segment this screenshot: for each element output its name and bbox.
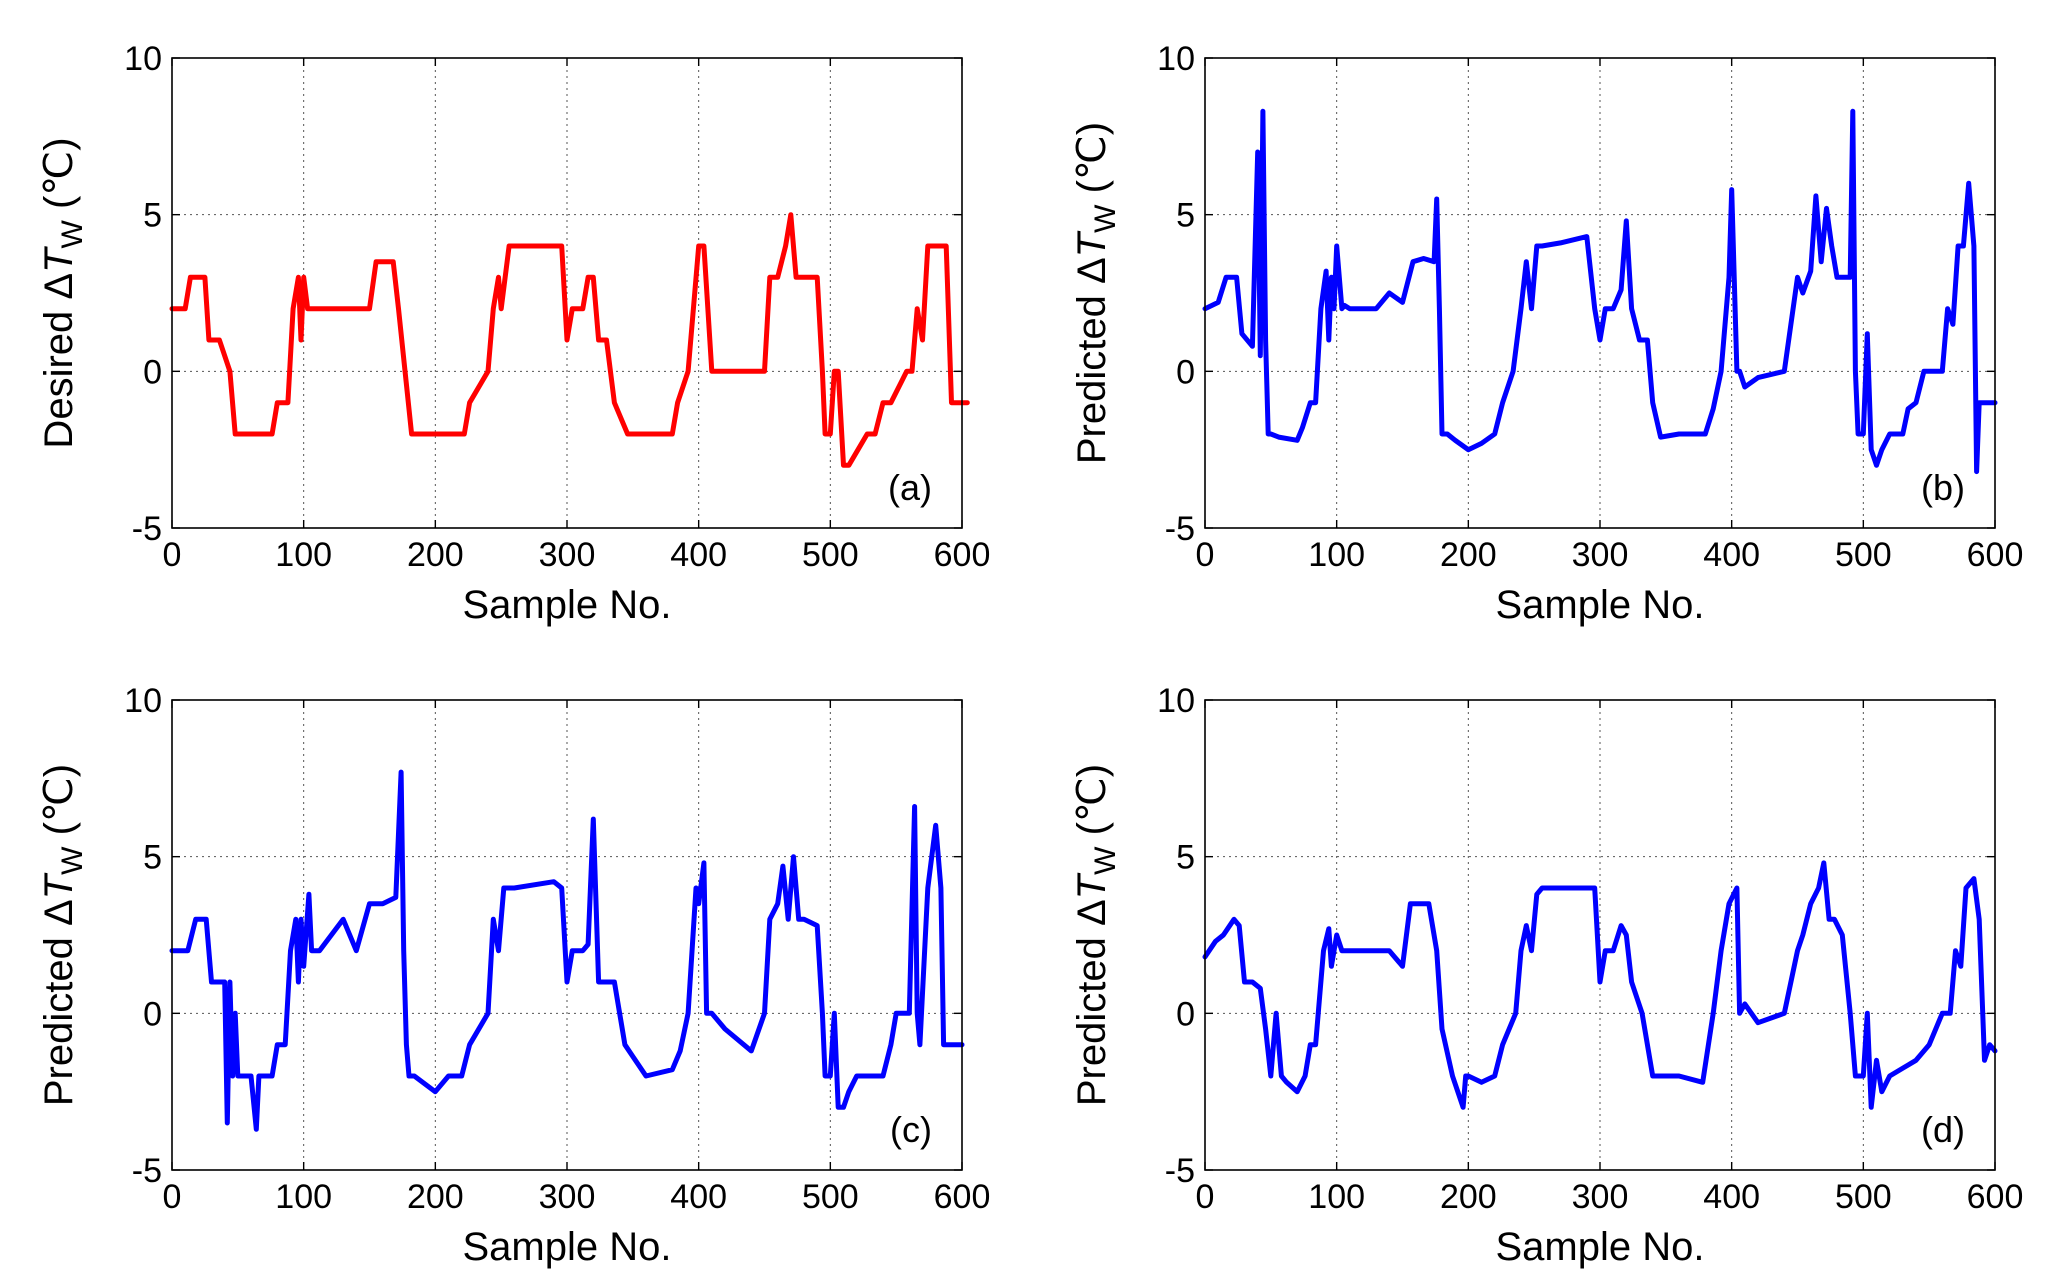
y-label-delta: Δ [1070,899,1114,926]
x-tick-label: 600 [934,1178,991,1216]
x-tick-label: 400 [1703,1178,1760,1216]
x-tick-label: 300 [1572,1178,1629,1216]
x-tick-label: 200 [407,536,464,574]
x-axis-label: Sample No. [1496,1225,1705,1269]
x-tick-label: 600 [934,536,991,574]
x-tick-label: 400 [670,1178,727,1216]
y-label-unit: (℃) [1070,122,1114,205]
y-tick-label: 10 [1157,682,1195,720]
x-axis-label: Sample No. [463,1225,672,1269]
x-tick-label: 600 [1967,536,2024,574]
x-tick-label: 300 [539,1178,596,1216]
y-tick-label: 0 [1176,353,1195,391]
x-tick-label: 100 [275,1178,332,1216]
y-label-unit: (℃) [37,764,81,847]
x-tick-label: 0 [1196,1178,1215,1216]
x-tick-label: 400 [670,536,727,574]
series-line-0 [169,212,970,468]
y-label-qualifier: Predicted [1070,284,1114,464]
x-tick-label: 500 [802,1178,859,1216]
x-tick-label: 400 [1703,536,1760,574]
y-label-delta: Δ [37,273,81,300]
y-label-unit: (℃) [37,137,81,220]
y-tick-label: 5 [143,197,162,235]
y-tick-label: 0 [143,353,162,391]
y-label-variable: T [1070,872,1114,899]
x-tick-label: 500 [1835,1178,1892,1216]
x-tick-label: 200 [407,1178,464,1216]
y-axis-label: Predicted ΔTW (℃) [1070,122,1122,464]
y-axis-label: Desired ΔTW (℃) [37,137,89,448]
y-tick-label: 5 [1176,197,1195,235]
x-tick-label: 100 [275,536,332,574]
y-label-subscript: W [56,846,89,875]
x-tick-label: 0 [1196,536,1215,574]
panel-tag: (a) [888,467,932,508]
y-axis-label: Predicted ΔTW (℃) [1070,764,1122,1106]
x-tick-label: 100 [1308,1178,1365,1216]
y-label-qualifier: Desired [37,300,81,449]
y-label-variable: T [37,872,81,899]
y-label-qualifier: Predicted [1070,926,1114,1106]
y-tick-label: -5 [1165,510,1195,548]
y-label-unit: (℃) [1070,764,1114,847]
x-tick-label: 200 [1440,1178,1497,1216]
y-label-qualifier: Predicted [37,926,81,1106]
series-line-0 [1202,860,1998,1110]
y-label-subscript: W [1089,846,1122,875]
x-axis-label: Sample No. [463,583,672,627]
y-tick-label: 10 [124,40,162,78]
y-label-subscript: W [1089,204,1122,233]
y-label-variable: T [1070,230,1114,257]
y-tick-label: -5 [132,510,162,548]
x-tick-label: 300 [539,536,596,574]
y-tick-label: -5 [132,1152,162,1190]
x-tick-label: 500 [802,536,859,574]
x-tick-label: 0 [163,1178,182,1216]
panel-tag: (c) [890,1109,932,1150]
x-tick-label: 500 [1835,536,1892,574]
x-tick-label: 0 [163,536,182,574]
y-tick-label: 5 [143,839,162,877]
y-axis-label: Predicted ΔTW (℃) [37,764,89,1106]
x-tick-label: 300 [1572,536,1629,574]
y-label-delta: Δ [1070,257,1114,284]
x-axis-label: Sample No. [1496,583,1705,627]
y-tick-label: 5 [1176,839,1195,877]
panel-tag: (d) [1921,1109,1965,1150]
series-line-0 [169,769,965,1132]
y-tick-label: 10 [124,682,162,720]
y-label-subscript: W [56,219,89,248]
y-label-variable: T [37,246,81,273]
y-tick-label: 0 [1176,995,1195,1033]
y-tick-label: 0 [143,995,162,1033]
x-tick-label: 200 [1440,536,1497,574]
y-tick-label: -5 [1165,1152,1195,1190]
panel-tag: (b) [1921,467,1965,508]
series-line-0 [1202,108,1998,475]
x-tick-label: 100 [1308,536,1365,574]
x-tick-label: 600 [1967,1178,2024,1216]
y-label-delta: Δ [37,899,81,926]
y-tick-label: 10 [1157,40,1195,78]
